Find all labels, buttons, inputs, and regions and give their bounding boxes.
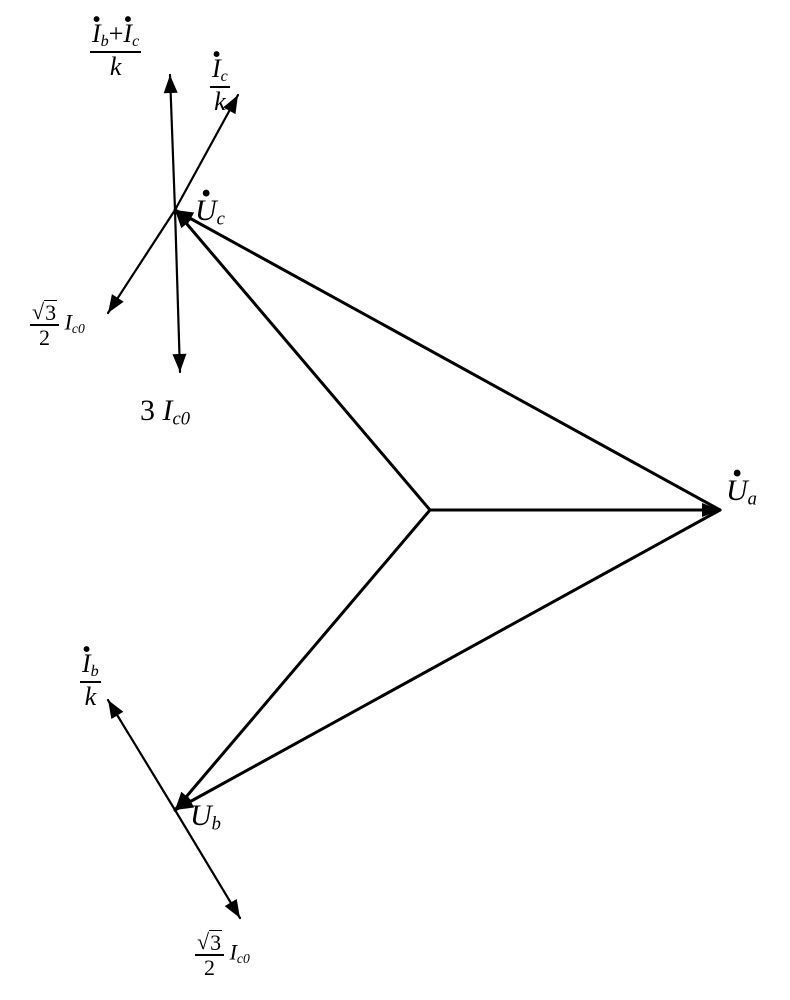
label-Ua: Ua [726,475,757,509]
label-Ic-over-k: Ick [210,55,230,115]
label-sqrt3-2-Ic0-bottom: 32 Ic0 [195,930,250,979]
label-IbIc-over-k: Ib+Ick [90,20,141,80]
phasor-diagram-svg [0,0,790,1000]
label-sqrt3-2-Ic0-top: 32 Ic0 [30,300,85,349]
label-Ib-over-k: Ibk [80,650,101,710]
label-Ub: Ub [190,800,221,834]
label-3Ic0: 3 Ic0 [140,395,190,429]
label-Uc: Uc [195,195,225,229]
